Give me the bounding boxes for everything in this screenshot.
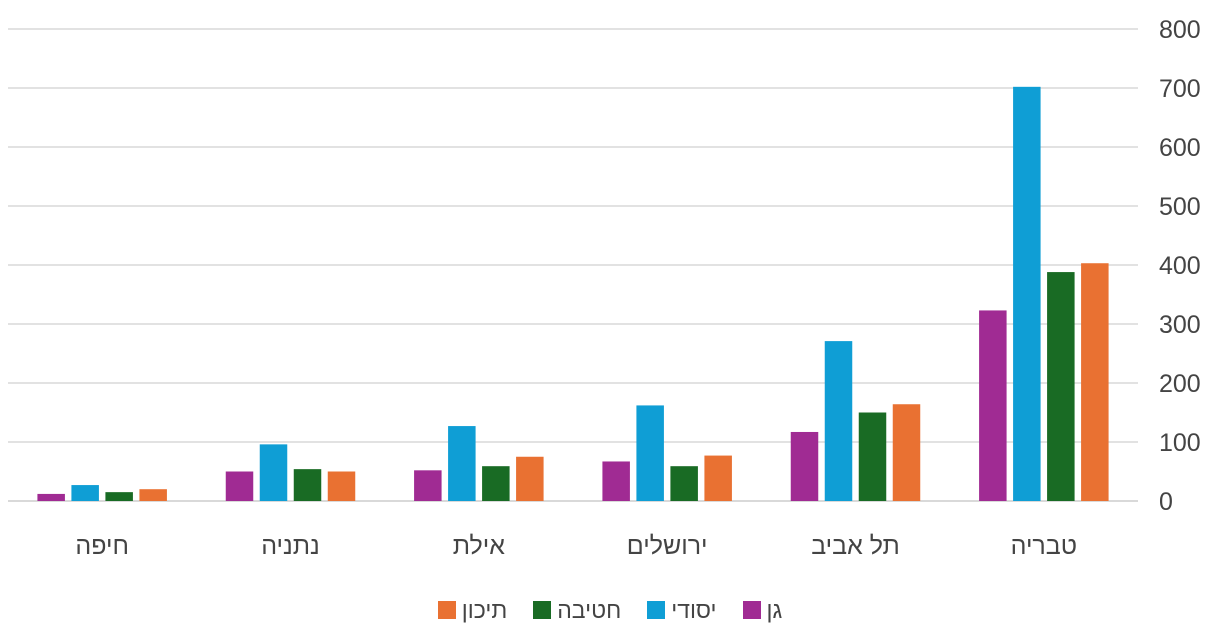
legend-label: גן [766,596,783,623]
legend-swatch [647,601,666,619]
bar-2-4 [448,426,476,501]
x-category-label: ירושלים [627,532,708,560]
bar-4-3 [704,455,732,501]
x-axis-labels: טבריה תל אביב ירושלים אילת נתניה חיפה [75,532,1077,560]
legend-label: חטיבה [557,596,622,623]
y-tick-label: 300 [1159,311,1201,339]
bar-1-5 [225,471,254,501]
legend-label: תיכון [461,596,508,623]
bar-chart: 0 100 200 300 400 500 600 700 800 טבריה תל אביב יר… [8,16,1201,560]
bar-2-2 [824,341,853,501]
legend-item: גן [742,596,783,624]
bar-3-1 [1047,272,1075,501]
y-tick-label: 0 [1159,488,1173,516]
bar-3-3 [670,466,698,501]
y-tick-label: 200 [1159,370,1201,398]
x-category-label: אילת [453,532,506,560]
legend-label: יסודי [671,596,717,623]
legend-item: יסודי [647,596,717,624]
y-tick-label: 100 [1159,429,1201,457]
bar-2-5 [259,444,288,501]
legend-item: חטיבה [533,597,621,624]
legend-swatch [437,601,456,619]
y-tick-label: 400 [1159,252,1201,280]
legend: גן יסודי חטיבה תיכון [0,590,1220,630]
bar-4-1 [1081,263,1109,501]
legend-swatch [533,601,552,619]
bar-4-5 [327,471,356,501]
bar-2-6 [71,485,99,501]
y-tick-label: 800 [1159,16,1201,44]
bar-3-2 [858,412,887,501]
x-category-label: טבריה [1011,532,1077,560]
x-category-label: תל אביב [811,532,900,560]
bar-1-6 [37,493,65,501]
legend-swatch [742,601,761,619]
gridlines [8,28,1138,502]
bar-2-3 [636,405,664,501]
bar-1-3 [602,461,630,501]
y-tick-label: 600 [1159,134,1201,162]
bar-4-2 [892,404,921,501]
y-tick-label: 700 [1159,75,1201,103]
bar-4-4 [516,456,544,501]
bar-4-6 [139,489,167,501]
y-tick-label: 500 [1159,193,1201,221]
y-axis-ticks: 0 100 200 300 400 500 600 700 800 [1159,16,1201,516]
x-category-label: חיפה [75,532,129,560]
bars [37,86,1109,501]
bar-1-2 [790,431,819,501]
bar-3-4 [482,466,510,501]
bar-2-1 [1013,86,1041,501]
x-category-label: נתניה [261,532,320,560]
bar-1-1 [979,310,1007,501]
bar-1-4 [414,470,442,501]
bar-3-5 [293,469,322,501]
legend-item: תיכון [437,596,508,624]
bar-3-6 [105,492,133,501]
